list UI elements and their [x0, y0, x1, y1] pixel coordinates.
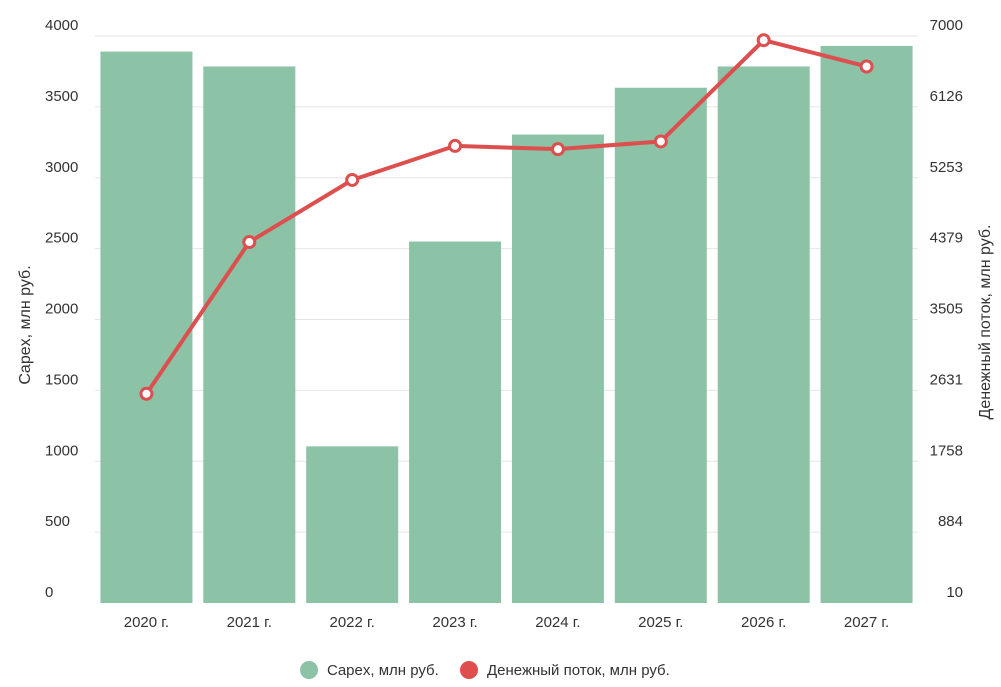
- y-right-tick-label: 2631: [930, 371, 963, 388]
- legend-label-capex: Capex, млн руб.: [327, 662, 439, 679]
- y-right-tick-label: 4379: [930, 230, 963, 247]
- x-tick-label: 2027 г.: [844, 614, 889, 631]
- y-left-tick-label: 4000: [45, 17, 78, 34]
- y-left-tick-label: 500: [45, 513, 70, 530]
- y-right-tick-label: 6126: [930, 88, 963, 105]
- bar: [203, 66, 296, 603]
- legend: Capex, млн руб. Денежный поток, млн руб.: [300, 661, 670, 679]
- y-right-tick-label: 884: [938, 513, 963, 530]
- line-series: [139, 33, 874, 401]
- line-point: [345, 172, 360, 187]
- x-tick-label: 2024 г.: [535, 614, 580, 631]
- y-axis-right-title: Денежный поток, млн руб.: [977, 225, 994, 420]
- line-point: [550, 142, 565, 157]
- line-path: [144, 38, 869, 396]
- y-right-tick-label: 7000: [930, 17, 963, 34]
- y-left-tick-label: 3000: [45, 159, 78, 176]
- line-point: [448, 138, 463, 153]
- x-tick-label: 2026 г.: [741, 614, 786, 631]
- y-left-tick-label: 2500: [45, 230, 78, 247]
- y-right-tick-label: 10: [946, 584, 963, 601]
- legend-swatch-capex: [300, 661, 318, 679]
- line-point: [756, 33, 771, 48]
- legend-swatch-cashflow: [460, 661, 478, 679]
- x-tick-label: 2020 г.: [124, 614, 169, 631]
- bar: [717, 66, 810, 603]
- y-left-tick-label: 1000: [45, 442, 78, 459]
- line-point: [242, 235, 257, 250]
- y-axis-left: 0 500 1000 1500 2000 2500 3000 3500 4000: [45, 17, 78, 601]
- bar: [614, 87, 707, 603]
- y-right-tick-label: 3505: [930, 301, 963, 318]
- bar-series: [100, 45, 913, 604]
- x-axis: 2020 г. 2021 г. 2022 г. 2023 г. 2024 г. 2025 …: [124, 614, 889, 631]
- x-tick-label: 2023 г.: [432, 614, 477, 631]
- y-right-tick-label: 5253: [930, 159, 963, 176]
- bar: [100, 51, 193, 603]
- y-left-tick-label: 0: [45, 584, 53, 601]
- line-point: [139, 386, 154, 401]
- legend-label-cashflow: Денежный поток, млн руб.: [487, 662, 670, 679]
- bar: [306, 446, 399, 603]
- y-left-tick-label: 3500: [45, 88, 78, 105]
- x-tick-label: 2022 г.: [330, 614, 375, 631]
- y-right-tick-label: 1758: [930, 442, 963, 459]
- y-axis-right: 10 884 1758 2631 3505 4379 5253 6126 7000: [930, 17, 963, 601]
- y-axis-left-title: Capex, млн руб.: [17, 265, 34, 384]
- y-left-tick-label: 1500: [45, 371, 78, 388]
- bar: [511, 134, 604, 604]
- bar: [820, 45, 913, 604]
- y-left-tick-label: 2000: [45, 301, 78, 318]
- bar: [409, 241, 502, 603]
- line-point: [859, 59, 874, 74]
- x-tick-label: 2021 г.: [227, 614, 272, 631]
- x-tick-label: 2025 г.: [638, 614, 683, 631]
- line-point: [653, 134, 668, 149]
